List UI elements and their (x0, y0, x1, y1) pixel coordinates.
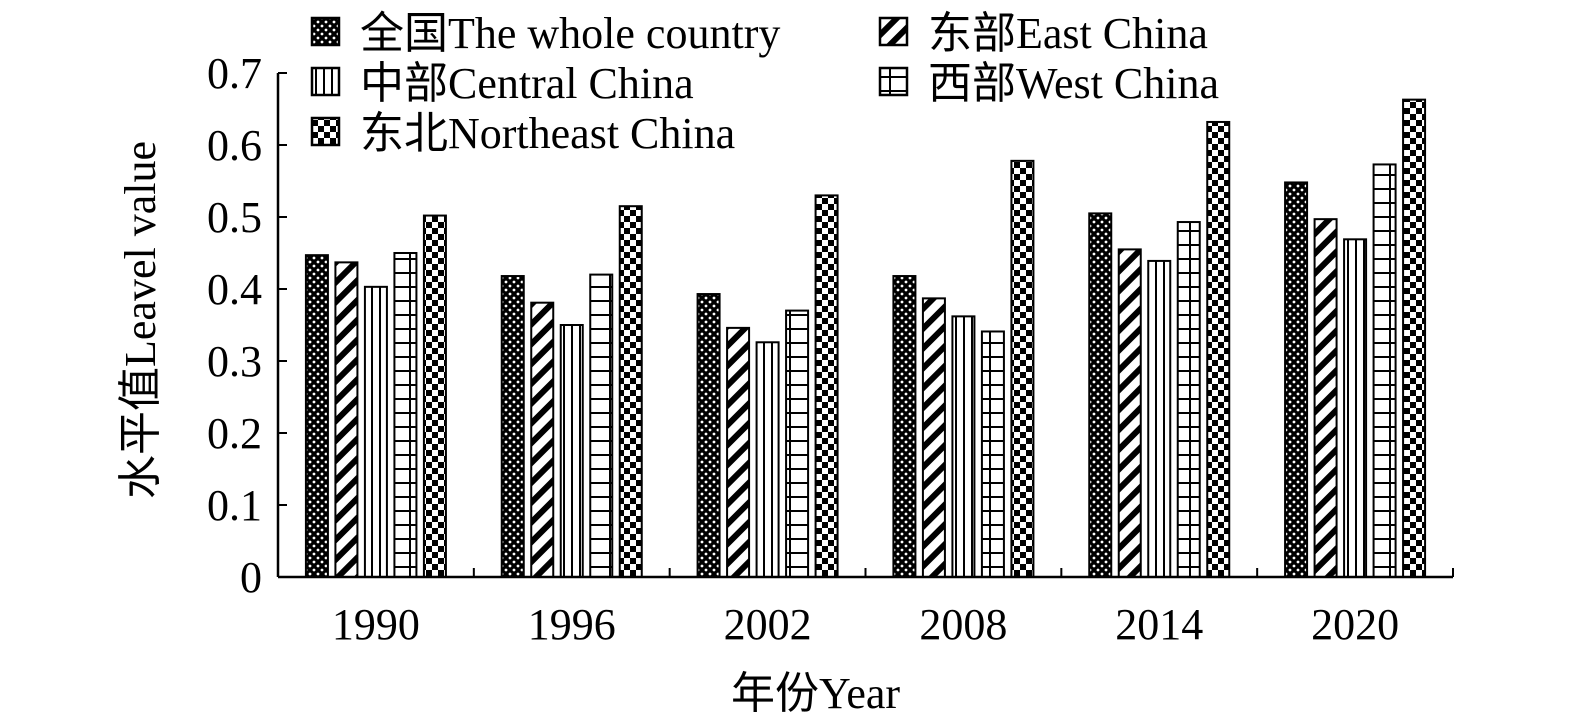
legend-label: 东北Northeast China (360, 109, 735, 158)
bar-vertical-2008 (951, 315, 976, 578)
bar-dots-2014 (1088, 212, 1113, 578)
bar-checker-1990 (422, 214, 447, 578)
bar-diagonal-2008 (921, 297, 946, 578)
bar-diagonal-2002 (726, 326, 751, 578)
bar-checker-1996 (618, 205, 643, 578)
bar-checker-2020 (1402, 98, 1427, 578)
legend-label: 中部Central China (360, 59, 694, 108)
y-tick-label: 0.4 (207, 265, 262, 314)
x-tick-label: 1990 (332, 600, 420, 649)
y-tick-label: 0.5 (207, 193, 262, 242)
bar-vertical-2014 (1147, 259, 1172, 578)
bar-diagonal-1996 (530, 301, 555, 578)
legend-item-checker: 东北Northeast China (310, 109, 735, 158)
bar-checker-2002 (814, 194, 839, 578)
y-tick-label: 0.3 (207, 337, 262, 386)
bars-group (304, 98, 1427, 579)
bar-diagonal-1990 (334, 261, 359, 578)
legend-item-dots: 全国The whole country (310, 9, 780, 58)
y-axis-title: 水平值Leavel value (116, 141, 165, 499)
bar-vertical-2020 (1343, 238, 1368, 578)
legend: 全国The whole country 东部East China 中部Central… (310, 9, 1219, 158)
legend-label: 西部West China (928, 59, 1219, 108)
y-tick-label: 0.1 (207, 481, 262, 530)
legend-swatch (310, 116, 341, 147)
x-axis-title: 年份Year (731, 669, 900, 718)
y-tick-label: 0.6 (207, 121, 262, 170)
x-tick-label: 2020 (1311, 600, 1399, 649)
x-tick-label: 2002 (724, 600, 812, 649)
legend-item-grid: 西部West China (878, 59, 1219, 108)
x-tick-label: 2008 (919, 600, 1007, 649)
y-tick-label: 0 (240, 553, 262, 602)
legend-item-diagonal: 东部East China (878, 9, 1208, 58)
bar-grid-2014 (1176, 221, 1201, 578)
bar-vertical-2002 (755, 341, 780, 578)
y-tick-label: 0.2 (207, 409, 262, 458)
bar-grid-2008 (980, 330, 1005, 579)
bar-dots-2020 (1284, 181, 1309, 578)
bar-dots-1990 (304, 254, 329, 578)
legend-swatch (310, 66, 341, 97)
legend-label: 东部East China (928, 9, 1208, 58)
bar-checker-2014 (1206, 120, 1231, 579)
bar-vertical-1996 (559, 324, 584, 578)
x-tick-label: 1996 (528, 600, 616, 649)
bar-grid-1990 (393, 252, 418, 578)
y-tick-label: 0.7 (207, 49, 262, 98)
legend-swatch (878, 16, 909, 47)
bar-grid-2020 (1372, 163, 1397, 578)
bar-dots-1996 (500, 275, 525, 578)
bar-vertical-1990 (363, 285, 388, 578)
bar-grid-1996 (589, 273, 614, 578)
x-tick-label: 2014 (1115, 600, 1203, 649)
bar-grid-2002 (785, 309, 810, 578)
legend-item-vertical: 中部Central China (310, 59, 694, 108)
axes-group: 0 0.1 0.2 0.3 0.4 0.5 0.6 0.7 1990 1996 2002 2008 20… (116, 49, 1454, 718)
legend-label: 全国The whole country (360, 9, 780, 58)
bar-checker-2008 (1010, 159, 1035, 578)
legend-swatch (878, 66, 909, 97)
legend-swatch (310, 16, 341, 47)
bar-dots-2002 (696, 293, 721, 578)
bar-diagonal-2020 (1313, 218, 1338, 578)
bar-diagonal-2014 (1117, 248, 1142, 578)
bar-dots-2008 (892, 275, 917, 578)
